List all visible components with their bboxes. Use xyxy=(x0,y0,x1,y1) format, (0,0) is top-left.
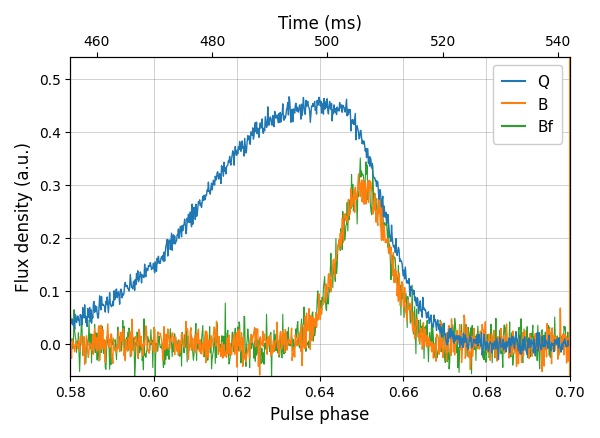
Legend: Q, B, Bf: Q, B, Bf xyxy=(493,66,562,144)
Q xyxy=(67,311,74,316)
Bf xyxy=(498,346,505,352)
Q xyxy=(358,128,365,134)
B xyxy=(447,332,454,337)
Y-axis label: Flux density (a.u.): Flux density (a.u.) xyxy=(15,142,33,292)
Line: Q: Q xyxy=(70,98,569,360)
B xyxy=(566,338,573,343)
B xyxy=(256,372,263,378)
Q xyxy=(495,357,502,362)
Bf xyxy=(97,335,104,340)
B xyxy=(386,245,393,250)
Line: B: B xyxy=(70,175,569,375)
X-axis label: Time (ms): Time (ms) xyxy=(278,15,362,33)
Q xyxy=(370,176,377,181)
Q xyxy=(97,307,104,313)
Q xyxy=(446,326,453,332)
B xyxy=(355,172,362,177)
Bf xyxy=(67,340,74,345)
Bf xyxy=(268,376,275,381)
Q xyxy=(566,337,573,342)
Bf xyxy=(358,169,365,174)
B xyxy=(371,203,378,208)
B xyxy=(498,347,505,352)
B xyxy=(67,341,74,346)
Bf xyxy=(566,346,573,352)
Line: Bf: Bf xyxy=(70,159,569,379)
Bf xyxy=(356,156,364,161)
B xyxy=(97,323,104,328)
X-axis label: Pulse phase: Pulse phase xyxy=(270,405,370,423)
Q xyxy=(498,345,505,350)
Q xyxy=(286,95,293,100)
Bf xyxy=(386,243,393,248)
Q xyxy=(385,228,392,233)
Bf xyxy=(447,341,454,346)
B xyxy=(358,178,365,183)
Bf xyxy=(371,191,378,196)
